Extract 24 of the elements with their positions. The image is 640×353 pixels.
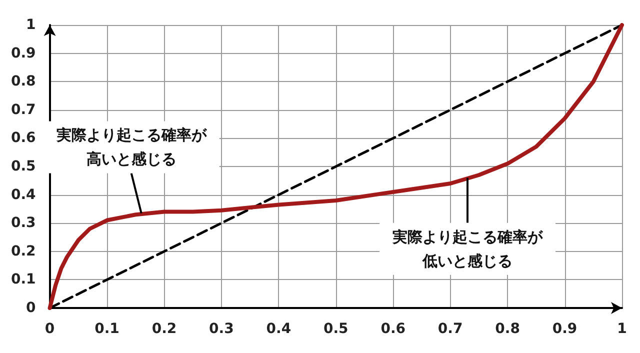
y-tick-label: 0.1 <box>10 272 36 288</box>
x-tick-label: 0.3 <box>209 321 234 337</box>
x-tick-label: 0.6 <box>380 321 406 337</box>
y-tick-label: 0.4 <box>10 186 36 203</box>
annotation: 実際より起こる確率が低いと感じる <box>392 228 544 270</box>
x-tick-label: 1 <box>617 321 627 337</box>
y-tick-label: 0.7 <box>10 102 36 118</box>
y-tick-label: 0.2 <box>10 243 36 260</box>
x-tick-label: 0 <box>44 321 55 337</box>
y-tick-label: 0.3 <box>10 215 36 232</box>
x-tick-label: 0.5 <box>323 321 348 337</box>
y-tick-label: 0.9 <box>10 45 36 62</box>
x-tick-label: 0.2 <box>152 321 177 337</box>
x-tick-label: 0.8 <box>495 321 520 337</box>
x-tick-label: 0.1 <box>94 321 120 337</box>
y-tick-label: 0 <box>26 300 36 316</box>
x-tick-label: 0.4 <box>266 321 292 337</box>
x-tick-label: 0.9 <box>552 321 578 337</box>
x-tick-label: 0.7 <box>438 321 463 337</box>
y-tick-label: 0.5 <box>10 158 36 174</box>
y-tick-label: 0.6 <box>10 130 36 146</box>
y-tick-label: 1 <box>26 17 36 33</box>
annotation: 実際より起こる確率が高いと感じる <box>55 126 208 168</box>
y-tick-label: 0.8 <box>10 74 36 90</box>
